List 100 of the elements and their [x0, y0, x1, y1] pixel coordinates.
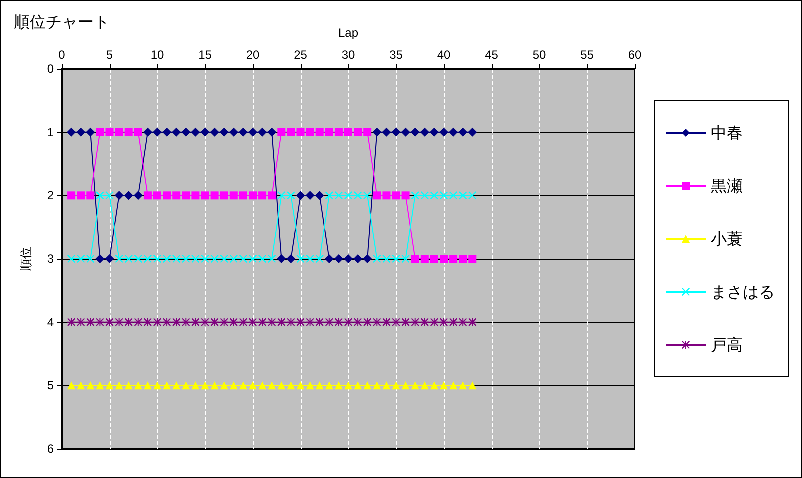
point — [373, 192, 382, 200]
point — [68, 255, 76, 263]
point — [200, 128, 210, 137]
point — [86, 128, 96, 137]
point — [344, 382, 352, 390]
point — [287, 382, 296, 390]
point — [68, 192, 76, 200]
point — [306, 255, 314, 263]
x-axis-title: Lap — [338, 26, 359, 40]
point — [249, 382, 257, 390]
point — [86, 192, 95, 200]
point — [153, 128, 162, 137]
x-tick-label: 20 — [246, 48, 260, 62]
point — [134, 255, 142, 263]
point — [420, 318, 429, 326]
point — [450, 382, 458, 390]
point — [172, 382, 181, 390]
point — [144, 192, 152, 200]
point — [420, 255, 429, 263]
point — [296, 128, 305, 136]
x-tick-label: 5 — [106, 48, 114, 62]
point — [143, 128, 152, 137]
point — [106, 192, 114, 200]
point — [364, 192, 372, 200]
point — [334, 192, 343, 200]
point — [105, 254, 114, 264]
point — [210, 382, 219, 390]
point — [306, 382, 314, 390]
point — [392, 192, 400, 200]
point — [268, 382, 276, 390]
point — [230, 382, 238, 390]
point — [382, 128, 392, 137]
point — [68, 318, 76, 326]
point — [258, 382, 267, 390]
point — [286, 254, 296, 264]
point — [459, 318, 468, 326]
point — [115, 382, 124, 390]
point — [354, 192, 362, 200]
y-tick-label: 5 — [47, 378, 54, 393]
point — [201, 382, 210, 390]
point — [325, 382, 334, 390]
point — [449, 128, 458, 137]
legend-label: 戸高 — [711, 336, 743, 354]
point — [468, 128, 478, 137]
x-tick-label: 35 — [390, 48, 404, 62]
point — [296, 382, 305, 390]
point — [144, 382, 152, 390]
point — [459, 192, 468, 200]
point — [86, 382, 95, 390]
x-tick-label: 15 — [198, 48, 212, 62]
legend-label: まさはる — [711, 282, 775, 302]
point — [354, 128, 362, 136]
point — [316, 382, 324, 390]
point — [77, 382, 86, 390]
point — [325, 128, 334, 136]
point — [296, 191, 306, 200]
point — [230, 255, 238, 263]
point — [192, 192, 200, 200]
point — [229, 128, 238, 137]
point — [306, 128, 314, 136]
point — [402, 192, 410, 200]
point — [440, 382, 448, 390]
point — [363, 254, 372, 264]
point — [86, 255, 95, 263]
point — [239, 255, 248, 263]
point — [373, 382, 382, 390]
point — [430, 128, 439, 137]
point — [411, 192, 420, 200]
point — [172, 255, 181, 263]
chart-title: 順位チャート — [14, 12, 110, 32]
point — [316, 255, 324, 263]
point — [411, 382, 420, 390]
point — [134, 382, 142, 390]
point — [163, 382, 172, 390]
point — [344, 128, 352, 136]
point — [163, 255, 172, 263]
point — [316, 128, 324, 136]
point — [134, 128, 142, 136]
point — [468, 382, 477, 390]
point — [124, 128, 133, 136]
point — [420, 128, 430, 137]
y-axis-title: 順位 — [19, 247, 33, 271]
point — [220, 382, 228, 390]
point — [220, 255, 228, 263]
point — [154, 382, 162, 390]
point — [124, 382, 133, 390]
point — [220, 192, 228, 200]
point — [354, 318, 362, 326]
x-tick-label: 40 — [437, 48, 451, 62]
point — [306, 191, 315, 200]
point — [182, 128, 191, 137]
point — [410, 128, 420, 137]
x-tick-label: 55 — [580, 48, 594, 62]
point — [239, 382, 248, 390]
point — [325, 318, 334, 326]
point — [315, 191, 324, 200]
point — [182, 192, 190, 200]
y-tick-label: 0 — [47, 62, 54, 76]
point — [334, 382, 343, 390]
point — [201, 192, 210, 200]
